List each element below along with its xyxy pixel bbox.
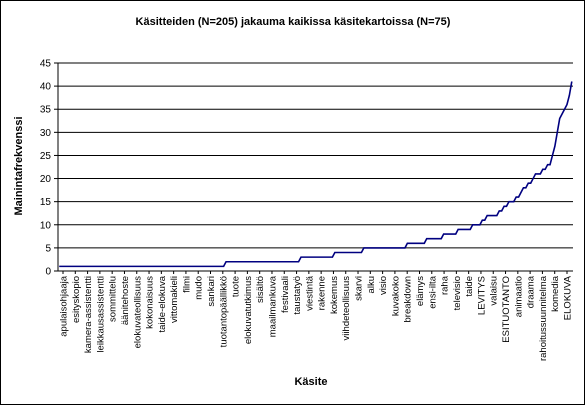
x-tick-label: animaatio <box>513 276 524 317</box>
x-tick-label: äänitehoste <box>120 276 131 325</box>
x-tick-label: kamera-assistentti <box>83 276 94 353</box>
x-tick-label: visio <box>378 276 389 295</box>
x-tick-label: maailmankuva <box>267 275 278 337</box>
x-axis-label: Käsite <box>294 376 327 388</box>
x-tick-label: rakenne <box>317 276 328 310</box>
x-tick-label: leikkausassistentti <box>95 276 106 353</box>
y-axis-label: Mainintafrekvenssi <box>13 116 25 215</box>
x-tick-label: vittomakieli <box>169 276 180 323</box>
x-tick-label: festivaali <box>280 276 291 313</box>
x-tick-label: taide-elokuva <box>157 275 168 332</box>
y-tick-labels: 0 5 10 15 20 25 30 35 40 45 <box>40 59 58 278</box>
x-tick-labels: apulaisohjaaja esityskopio kamera-assisten… <box>59 271 574 361</box>
x-tick-label: kuvakoko <box>390 276 401 316</box>
x-tick-label: komedia <box>550 275 561 312</box>
x-tick-label: viihdeteollisuus <box>341 276 352 341</box>
x-tick-label: viestintä <box>304 275 315 311</box>
x-tick-label: elokuvateollisuus <box>132 276 143 349</box>
x-tick-label: televisio <box>452 276 463 310</box>
x-tick-label: raha <box>440 275 451 295</box>
x-tick-label: alku <box>366 276 377 293</box>
x-tick-label: apulaisohjaaja <box>59 275 70 336</box>
x-tick-label: kokonaisuus <box>145 276 156 329</box>
x-tick-label: elämys <box>415 276 426 306</box>
x-tick-label: tuote <box>231 276 242 297</box>
y-tick-label: 45 <box>40 59 52 70</box>
x-tick-label: tuotantopäällikkö <box>218 276 229 347</box>
x-tick-label: breakdown <box>403 276 414 322</box>
y-tick-label: 20 <box>40 174 52 185</box>
x-tick-label: filmi <box>181 276 192 293</box>
x-tick-label: esityskopio <box>71 276 82 323</box>
y-tick-label: 15 <box>40 197 52 208</box>
x-tick-label: draama <box>526 275 537 308</box>
y-tick-label: 0 <box>45 267 51 278</box>
x-tick-label: LEVITYS <box>476 276 487 315</box>
x-tick-label: kokemus <box>329 276 340 314</box>
y-tick-label: 25 <box>40 151 52 162</box>
x-tick-label: sisältö <box>255 276 266 303</box>
x-tick-label: elokuvatutkimus <box>243 276 254 344</box>
y-tick-label: 5 <box>45 243 51 254</box>
x-tick-label: sommittelu <box>108 276 119 322</box>
y-tick-label: 30 <box>40 128 52 139</box>
x-tick-label: taustatyö <box>292 276 303 315</box>
x-tick-label: skarvi <box>354 276 365 301</box>
chart-title: Käsitteiden (N=205) jakauma kaikissa käs… <box>136 16 451 28</box>
grid-lines <box>58 62 573 249</box>
x-tick-label: mudo <box>194 276 205 300</box>
x-tick-label: ELOKUVA <box>563 275 574 320</box>
y-tick-label: 10 <box>40 220 52 231</box>
x-tick-label: ensi-ilta <box>427 275 438 308</box>
x-tick-label: ESITUOTANTO <box>501 276 512 343</box>
x-tick-label: sankari <box>206 276 217 307</box>
frequency-series-line <box>59 81 573 268</box>
x-tick-label: taide <box>464 276 475 297</box>
y-tick-label: 40 <box>40 82 52 93</box>
y-tick-label: 35 <box>40 105 52 116</box>
x-tick-label: valaisu <box>489 276 500 306</box>
x-tick-label: rahoitussuunnitelma <box>538 275 549 361</box>
